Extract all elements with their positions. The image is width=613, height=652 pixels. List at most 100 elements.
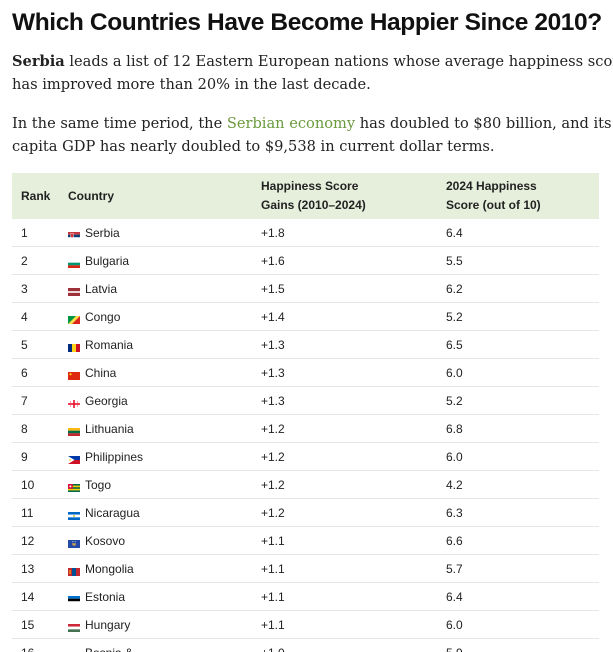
flag-estonia-icon: [68, 593, 80, 604]
page-title: Which Countries Have Become Happier Sinc…: [12, 9, 602, 36]
country-name: Hungary: [85, 617, 131, 632]
header-gain-line2: Gains (2010–2024): [261, 198, 366, 212]
flag-georgia-icon: [68, 397, 80, 408]
header-rank: Rank: [21, 188, 51, 203]
table-row: 16 Bosnia & +1.05.9: [12, 638, 599, 652]
gain-cell: +1.0: [261, 638, 446, 652]
table-row: 2 Bulgaria +1.6 5.5: [12, 246, 599, 275]
country-name: Estonia: [85, 589, 126, 604]
country-name: China: [85, 365, 117, 380]
score-cell: 5.5: [446, 246, 599, 275]
country-name: Georgia: [85, 393, 128, 408]
score-cell: 4.2: [446, 470, 599, 499]
country-name: Togo: [85, 477, 112, 492]
score-cell: 5.2: [446, 386, 599, 415]
rank-cell: 10: [12, 470, 68, 499]
country-cell: Congo: [68, 302, 261, 331]
table-row: 11 Nicaragua +1.2 6.3: [12, 498, 599, 527]
flag-serbia-icon: [68, 229, 80, 240]
table-row: 15 Hungary +1.1 6.0: [12, 610, 599, 639]
table-row: 3 Latvia +1.5 6.2: [12, 274, 599, 303]
country-name: Philippines: [85, 449, 144, 464]
score-cell: 6.3: [446, 498, 599, 527]
country-name: Romania: [85, 337, 134, 352]
flag-bosnia-icon: [68, 649, 80, 652]
economy-paragraph: In the same time period, the Serbian eco…: [12, 112, 613, 158]
gain-cell: +1.4: [261, 302, 446, 331]
rank-cell: 11: [12, 498, 68, 527]
table-row: 14 Estonia +1.1 6.4: [12, 582, 599, 611]
score-cell: 6.8: [446, 414, 599, 443]
country-cell: Lithuania: [68, 414, 261, 443]
header-country: Country: [68, 188, 114, 203]
para2-line2: capita GDP has nearly doubled to $9,538 …: [12, 138, 495, 155]
flag-china-icon: [68, 369, 80, 380]
rank-cell: 9: [12, 442, 68, 471]
flag-nicaragua-icon: [68, 509, 80, 520]
country-name: Lithuania: [85, 421, 134, 436]
country-cell: Latvia: [68, 274, 261, 303]
intro-bold: Serbia: [12, 53, 65, 70]
rank-cell: 3: [12, 274, 68, 303]
country-cell: Bulgaria: [68, 246, 261, 275]
score-cell: 5.2: [446, 302, 599, 331]
flag-hungary-icon: [68, 621, 80, 632]
table-header-row: Rank Country Happiness Score Gains (2010…: [12, 173, 599, 219]
gain-cell: +1.5: [261, 274, 446, 303]
country-cell: Bosnia &: [68, 638, 261, 652]
rank-cell: 8: [12, 414, 68, 443]
intro-paragraph: Serbia leads a list of 12 Eastern Europe…: [12, 50, 613, 96]
rank-cell: 5: [12, 330, 68, 359]
rank-cell: 6: [12, 358, 68, 387]
country-cell: Hungary: [68, 610, 261, 639]
flag-togo-icon: [68, 481, 80, 492]
gain-cell: +1.6: [261, 246, 446, 275]
gain-cell: +1.3: [261, 386, 446, 415]
flag-congo-icon: [68, 313, 80, 324]
intro-line2: has improved more than 20% in the last d…: [12, 76, 371, 93]
rank-cell: 13: [12, 554, 68, 583]
happiness-table: Rank Country Happiness Score Gains (2010…: [12, 173, 599, 652]
gain-cell: +1.1: [261, 526, 446, 555]
table-row: 1 Serbia +1.8 6.4: [12, 219, 599, 247]
country-cell: Nicaragua: [68, 498, 261, 527]
table-row: 4 Congo +1.4 5.2: [12, 302, 599, 331]
score-cell: 6.5: [446, 330, 599, 359]
score-cell: 6.0: [446, 610, 599, 639]
score-cell: 6.0: [446, 442, 599, 471]
header-gain-line1: Happiness Score: [261, 179, 359, 193]
table-row: 8 Lithuania +1.2 6.8: [12, 414, 599, 443]
country-cell: Philippines: [68, 442, 261, 471]
score-cell: 6.6: [446, 526, 599, 555]
table-row: 6 China +1.3 6.0: [12, 358, 599, 387]
rank-cell: 7: [12, 386, 68, 415]
intro-line1: leads a list of 12 Eastern European nati…: [64, 53, 613, 70]
table-row: 13 Mongolia +1.1 5.7: [12, 554, 599, 583]
country-cell: Togo: [68, 470, 261, 499]
table-row: 12 Kosovo +1.1 6.6: [12, 526, 599, 555]
gain-cell: +1.1: [261, 610, 446, 639]
country-cell: Serbia: [68, 219, 261, 247]
serbian-economy-link[interactable]: Serbian economy: [226, 115, 356, 132]
flag-bulgaria-icon: [68, 257, 80, 268]
gain-cell: +1.2: [261, 470, 446, 499]
flag-kosovo-icon: [68, 537, 80, 548]
header-score-line2: Score (out of 10): [446, 198, 541, 212]
country-name: Kosovo: [85, 533, 126, 548]
rank-cell: 1: [12, 219, 68, 247]
flag-philippines-icon: [68, 453, 80, 464]
table-row: 10 Togo +1.2 4.2: [12, 470, 599, 499]
country-name: Mongolia: [85, 561, 134, 576]
country-name: Nicaragua: [85, 505, 140, 520]
flag-romania-icon: [68, 341, 80, 352]
gain-cell: +1.1: [261, 582, 446, 611]
gain-cell: +1.3: [261, 330, 446, 359]
gain-cell: +1.1: [261, 554, 446, 583]
country-cell: Estonia: [68, 582, 261, 611]
country-name: Congo: [85, 309, 121, 324]
flag-latvia-icon: [68, 285, 80, 296]
rank-cell: 15: [12, 610, 68, 639]
country-name: Bosnia &: [85, 646, 133, 652]
country-name: Bulgaria: [85, 253, 130, 268]
